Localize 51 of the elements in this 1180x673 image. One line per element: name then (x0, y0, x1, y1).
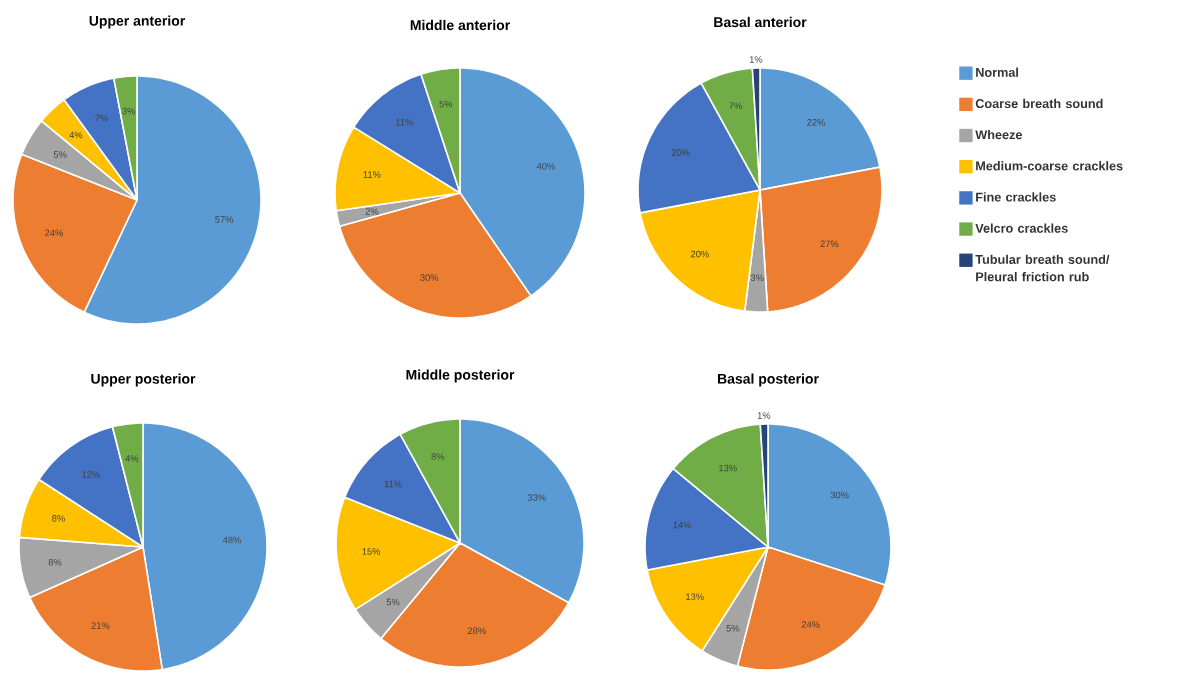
chart-title: Upper posterior (91, 373, 196, 387)
data-label: 11% (384, 480, 402, 488)
data-label: 15% (362, 548, 381, 555)
legend-label: Coarse breath sound (975, 98, 1103, 109)
data-label: 12% (82, 471, 100, 478)
data-label: 57% (215, 216, 234, 223)
data-label: 7% (729, 102, 742, 109)
data-label: 7% (95, 114, 108, 122)
data-label: 33% (527, 494, 546, 501)
data-label: 11% (363, 171, 381, 178)
data-label: 5% (439, 100, 453, 108)
data-label: 2% (365, 208, 379, 215)
data-label: 30% (830, 491, 849, 499)
data-label: 8% (431, 453, 445, 460)
data-label: 21% (91, 622, 110, 629)
chart-title: Basal posterior (717, 373, 819, 387)
data-label: 4% (69, 131, 83, 139)
legend-label: Fine crackles (976, 192, 1056, 202)
data-label: 20% (691, 250, 709, 258)
data-label: 3% (750, 274, 764, 282)
data-label: 5% (386, 598, 400, 606)
data-label: 13% (686, 593, 704, 601)
legend-label: Velcro crackles (975, 223, 1068, 233)
data-label: 28% (467, 627, 486, 634)
data-label: 22% (807, 119, 825, 126)
data-label: 5% (726, 624, 740, 632)
data-label: 1% (757, 412, 771, 419)
legend-label: Wheeze (975, 129, 1022, 140)
legend-label: Normal (976, 67, 1018, 77)
legend-label: Medium-coarse crackles (976, 161, 1123, 171)
data-label: 5% (53, 151, 67, 158)
chart-title: Middle anterior (410, 19, 510, 31)
data-label: 3% (122, 107, 136, 115)
data-label: 24% (801, 621, 820, 628)
legend-label: Tubular breath sound/ Pleural friction rub (975, 254, 1110, 282)
data-label: 8% (52, 515, 65, 522)
data-label: 4% (125, 455, 139, 462)
data-label: 48% (222, 536, 242, 544)
data-label: 27% (820, 240, 839, 248)
chart-title: Upper anterior (89, 15, 185, 29)
chart-title: Basal anterior (714, 16, 807, 28)
data-label: 13% (719, 464, 737, 472)
data-label: 11% (396, 118, 414, 126)
data-label: 14% (673, 521, 692, 529)
data-label: 24% (45, 229, 64, 237)
chart-title: Middle posterior (406, 369, 515, 383)
data-label: 8% (48, 558, 62, 566)
data-label: 20% (671, 149, 690, 156)
data-label: 40% (536, 162, 555, 170)
data-label: 30% (420, 274, 439, 281)
data-label: 1% (749, 56, 763, 63)
